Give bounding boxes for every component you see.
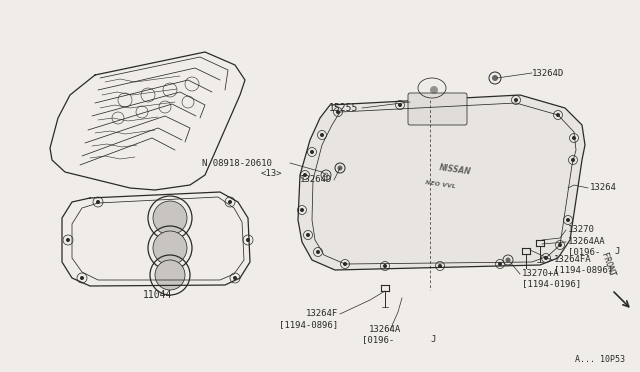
Circle shape [438,264,442,268]
Circle shape [566,218,570,222]
Text: J: J [430,336,435,344]
Circle shape [492,75,498,81]
Circle shape [398,103,402,107]
Text: [0196-: [0196- [362,336,394,344]
Circle shape [558,243,562,247]
Text: [1194-0896]: [1194-0896] [554,266,613,275]
Polygon shape [298,95,585,270]
Text: 13264A: 13264A [369,326,401,334]
Text: 13264: 13264 [590,183,617,192]
Text: 13264AA: 13264AA [568,237,605,247]
Text: J: J [614,247,620,257]
Circle shape [300,208,304,212]
Text: NISSAN: NISSAN [438,163,472,177]
Text: FRONT: FRONT [600,252,616,278]
Circle shape [96,200,100,204]
Circle shape [458,98,462,102]
FancyBboxPatch shape [408,93,467,125]
Circle shape [336,110,340,114]
Circle shape [228,200,232,204]
Text: [1194-0196]: [1194-0196] [522,279,581,289]
Circle shape [306,233,310,237]
Circle shape [383,264,387,268]
Circle shape [514,98,518,102]
Circle shape [572,136,576,140]
Text: NEO VVL: NEO VVL [424,180,456,190]
Text: 13270+A: 13270+A [522,269,559,279]
Circle shape [498,262,502,266]
Circle shape [316,250,320,254]
Circle shape [571,158,575,162]
Text: 13264D: 13264D [300,176,332,185]
Circle shape [556,113,560,117]
Circle shape [303,173,307,177]
Circle shape [310,150,314,154]
Text: 13264D: 13264D [532,68,564,77]
Circle shape [544,256,548,260]
Text: 11044: 11044 [143,290,173,300]
Text: [1194-0896]: [1194-0896] [279,321,338,330]
Circle shape [506,257,511,263]
Text: 13264F: 13264F [306,310,338,318]
Text: 13264FA: 13264FA [554,256,591,264]
Circle shape [155,260,185,290]
Text: 13270: 13270 [568,225,595,234]
Circle shape [80,276,84,280]
Text: [0196-: [0196- [568,247,600,257]
Text: N 08918-20610: N 08918-20610 [202,158,272,167]
Circle shape [337,166,342,170]
Circle shape [153,201,187,235]
Circle shape [66,238,70,242]
Text: 15255: 15255 [328,103,358,113]
Text: A... 10P53: A... 10P53 [575,356,625,365]
Circle shape [246,238,250,242]
Circle shape [343,262,347,266]
Circle shape [153,231,187,265]
Circle shape [430,86,438,94]
Text: <13>: <13> [260,170,282,179]
Circle shape [233,276,237,280]
Circle shape [320,133,324,137]
